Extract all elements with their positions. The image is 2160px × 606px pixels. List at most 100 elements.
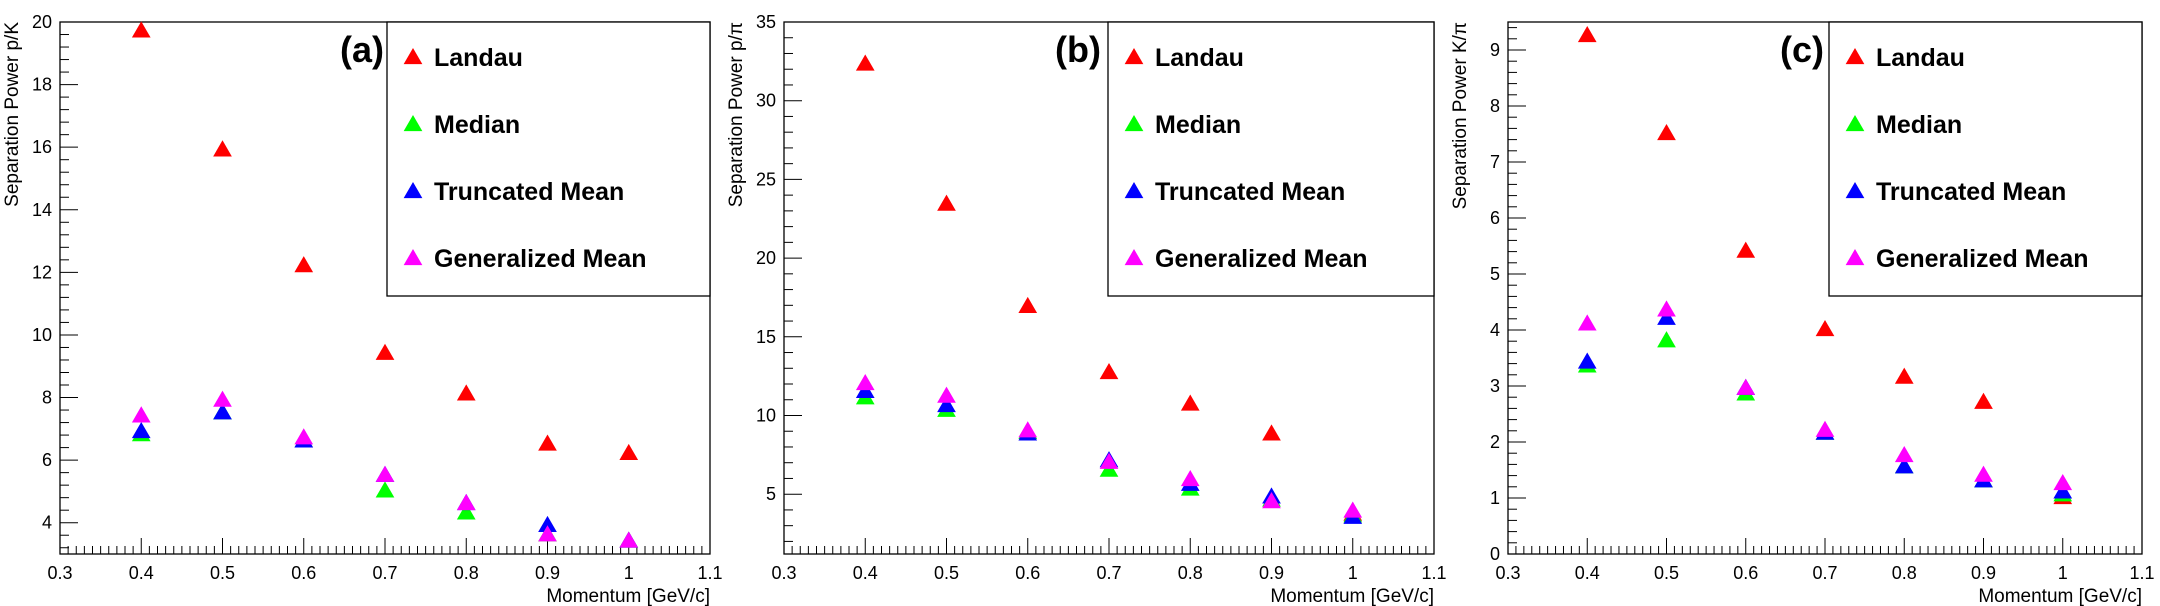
legend-marker-generalized-mean [1124,248,1144,266]
data-point-generalized-mean [1099,452,1119,469]
y-tick-label: 8 [1490,96,1500,116]
legend-entry-label: Median [1155,111,1241,139]
data-point-landau [1736,241,1756,258]
x-tick-label: 0.3 [1495,563,1520,583]
data-point-generalized-mean [1657,300,1676,317]
legend-entry-label: Truncated Mean [1155,178,1345,206]
data-point-truncated-mean [538,515,557,532]
data-point-generalized-mean [375,465,395,482]
legend-marker-truncated-mean [1845,181,1865,199]
data-point-landau [375,343,395,360]
data-point-median [1657,331,1676,348]
x-tick-label: 0.5 [210,563,235,583]
data-point-landau [1894,367,1914,384]
data-point-generalized-mean [213,390,232,407]
x-tick-label: 0.5 [934,563,959,583]
data-point-generalized-mean [1180,470,1200,487]
data-point-generalized-mean [1577,314,1597,331]
x-tick-label: 0.4 [853,563,878,583]
x-tick-label: 0.9 [535,563,560,583]
legend-entry-label: Landau [1876,44,1965,72]
y-tick-label: 14 [32,200,52,220]
x-tick-label: 1.1 [697,563,722,583]
legend-marker-median [403,114,423,132]
y-tick-label: 1 [1490,488,1500,508]
x-tick-label: 0.4 [129,563,154,583]
y-tick-label: 12 [32,262,52,282]
data-point-generalized-mean [1262,492,1281,509]
data-point-landau [937,194,956,211]
data-point-landau [131,21,151,38]
x-tick-label: 0.6 [1015,563,1040,583]
legend-marker-truncated-mean [403,181,423,199]
x-tick-label: 0.3 [47,563,72,583]
y-tick-label: 8 [42,388,52,408]
x-axis-label: Momentum [GeV/c] [1270,586,1434,606]
data-point-landau [456,384,476,401]
x-tick-label: 0.4 [1575,563,1600,583]
x-tick-label: 0.6 [291,563,316,583]
legend-box [386,21,711,297]
panel-label: (a) [340,29,384,70]
data-point-landau [1657,123,1676,141]
legend-marker-landau [403,47,423,65]
data-point-median [456,503,476,520]
y-tick-label: 6 [1490,208,1500,228]
data-point-landau [1099,362,1119,380]
y-tick-label: 16 [32,137,52,157]
y-tick-label: 9 [1490,40,1500,60]
y-tick-label: 4 [1490,320,1500,340]
x-tick-label: 0.9 [1259,563,1284,583]
y-tick-label: 7 [1490,152,1500,172]
legend-marker-landau [1124,47,1144,65]
y-tick-label: 5 [766,484,776,504]
y-tick-label: 20 [756,248,776,268]
x-tick-label: 1.1 [1421,563,1446,583]
x-tick-label: 0.8 [1178,563,1203,583]
x-tick-label: 1 [624,563,634,583]
legend-entry-label: Median [434,111,520,139]
chart-panel-3: 0.3 0.4 0.5 0.6 0.7 0.8 0.9 1 1.1 0 1 2 3 4 5 6 7 8 9 Momen… [1450,21,2155,606]
x-tick-label: 1.1 [2129,563,2154,583]
data-point-median [375,481,395,498]
y-tick-label: 18 [32,75,52,95]
data-point-truncated-mean [1894,457,1914,474]
y-tick-label: 20 [32,12,52,32]
data-point-generalized-mean [1343,501,1363,518]
data-point-generalized-mean [1974,465,1993,482]
legend-entry-label: Truncated Mean [1876,178,2066,206]
data-point-truncated-mean [937,396,956,413]
y-tick-label: 5 [1490,264,1500,284]
chart-panel-2: 0.3 0.4 0.5 0.6 0.7 0.8 0.9 1 1.1 5 10 15 20 25 30 35 Mo… [726,12,1447,606]
legend-entry-label: Generalized Mean [1155,245,1368,273]
legend-entry-label: Landau [1155,44,1244,72]
x-tick-label: 1 [1348,563,1358,583]
data-point-truncated-mean [131,421,151,439]
legend-marker-truncated-mean [1124,181,1144,199]
data-point-generalized-mean [1894,445,1914,463]
data-point-landau [1974,392,1993,409]
y-tick-label: 4 [42,513,52,533]
panel-label: (c) [1780,29,1824,70]
legend-entry-label: Generalized Mean [1876,245,2089,273]
data-point-generalized-mean [131,406,151,423]
x-tick-label: 0.8 [454,563,479,583]
y-tick-label: 3 [1490,376,1500,396]
data-point-generalized-mean [1815,420,1835,437]
legend-entry-label: Generalized Mean [434,245,647,273]
data-point-landau [294,256,314,273]
y-axis-label: Separation Power K/π [1450,22,1471,209]
data-point-truncated-mean [1577,352,1597,369]
data-point-landau [1180,394,1200,411]
x-tick-label: 0.5 [1654,563,1679,583]
panel-label: (b) [1055,29,1101,70]
data-point-truncated-mean [1657,308,1676,325]
y-tick-label: 2 [1490,432,1500,452]
legend-marker-landau [1845,47,1865,65]
y-tick-label: 10 [756,405,776,425]
data-point-landau [213,140,232,157]
legend-box [1107,21,1435,297]
data-point-landau [619,443,639,460]
y-tick-label: 0 [1490,544,1500,564]
data-point-generalized-mean [2053,473,2073,491]
